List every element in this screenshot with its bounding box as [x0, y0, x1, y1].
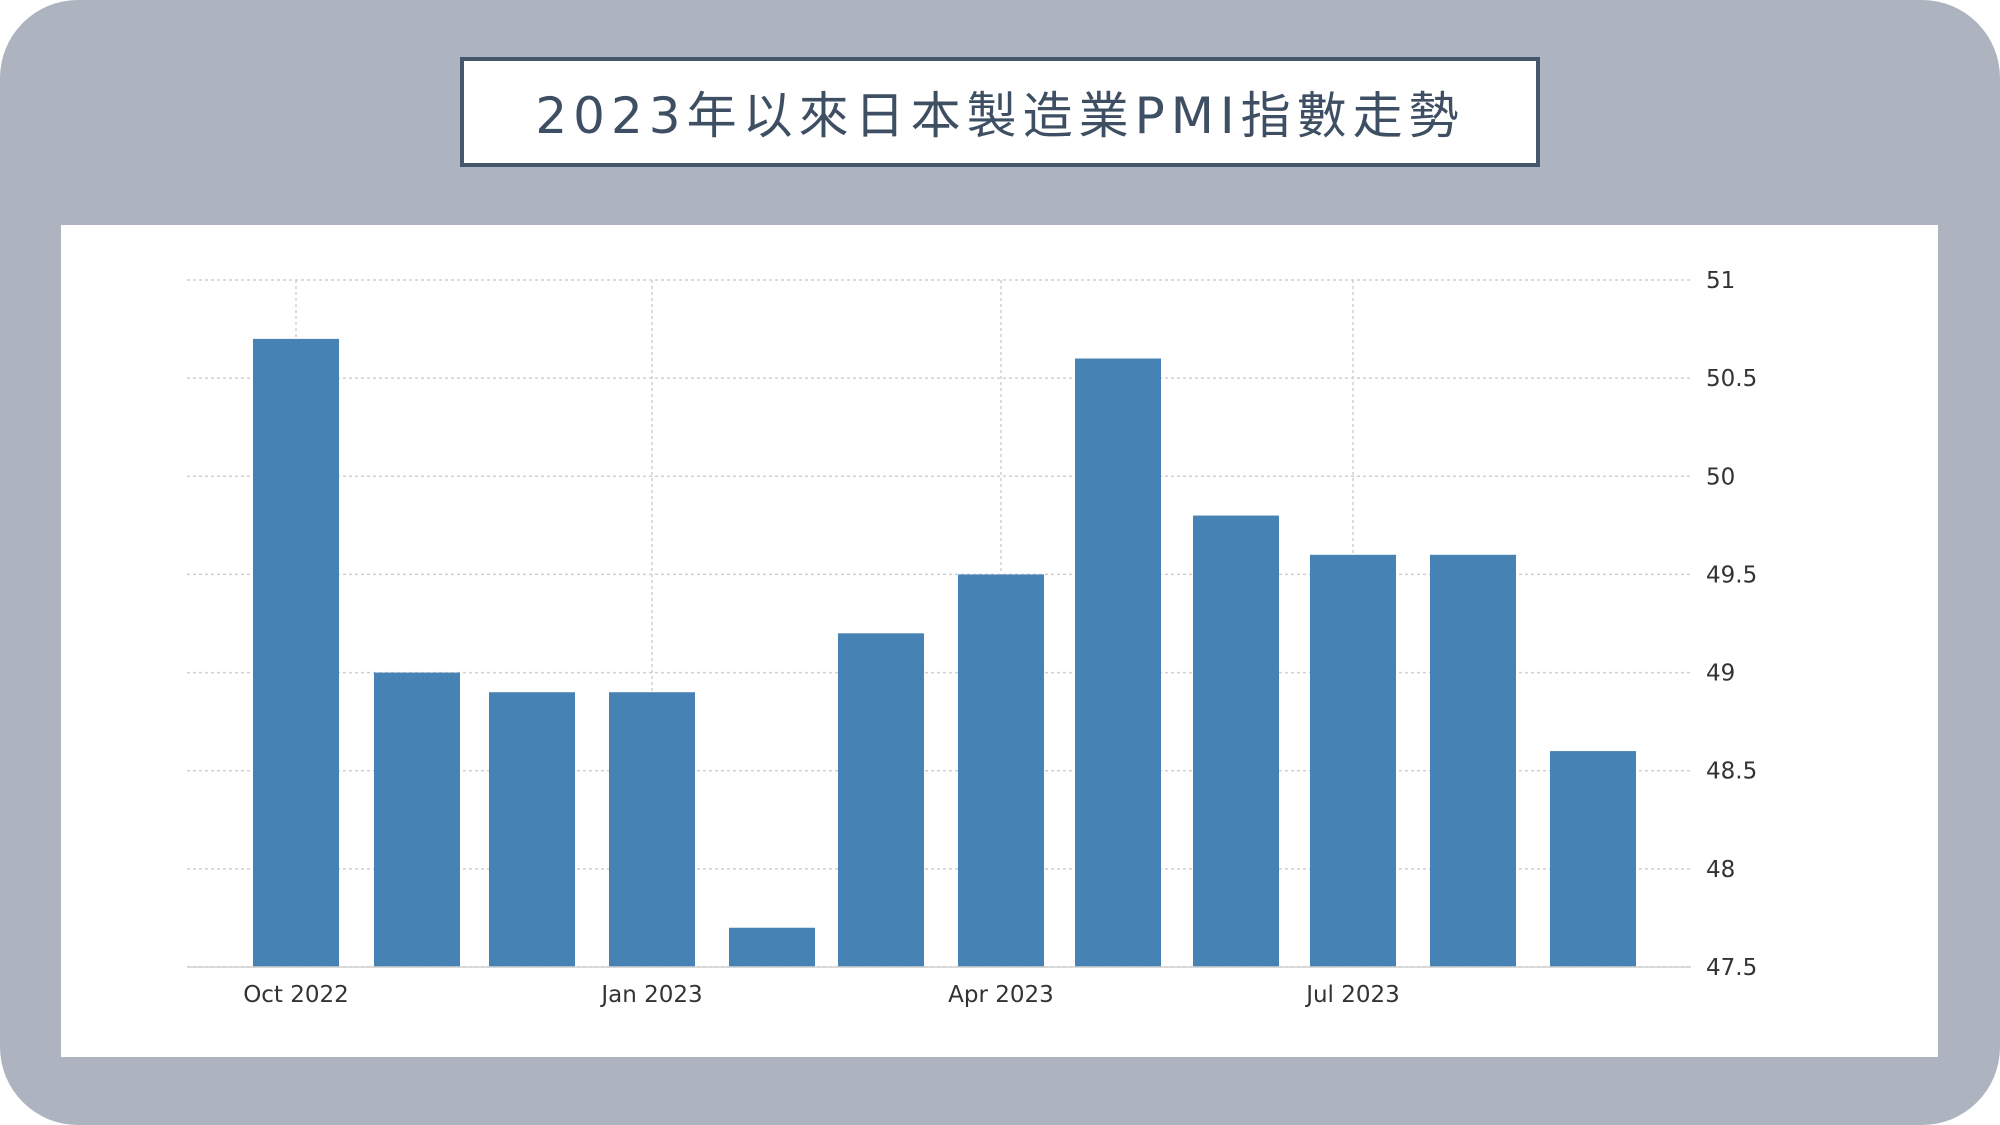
bar [729, 927, 815, 967]
chart-panel: 51 50.5 50 49.5 49 48.5 48 47.5 Oct 2022 Jan 2023… [61, 225, 1938, 1057]
title-box: 2023年以來日本製造業PMI指數走勢 [460, 57, 1540, 167]
y-tick-label: 49.5 [1706, 562, 1757, 588]
bar [253, 338, 339, 967]
x-tick-label: Oct 2022 [243, 982, 349, 1008]
x-tick-label: Jan 2023 [599, 982, 702, 1008]
bar [609, 692, 695, 967]
y-tick-label: 49 [1706, 661, 1735, 687]
bar [1193, 515, 1279, 967]
bar [958, 574, 1044, 967]
bar [1075, 358, 1161, 967]
bar [374, 672, 460, 967]
bar [489, 692, 575, 967]
y-tick-label: 50.5 [1706, 366, 1757, 392]
bar-chart: 51 50.5 50 49.5 49 48.5 48 47.5 Oct 2022 Jan 2023… [187, 268, 1757, 1008]
x-tick-label: Apr 2023 [948, 982, 1054, 1008]
y-tick-label: 48.5 [1706, 759, 1757, 785]
y-tick-label: 47.5 [1706, 955, 1757, 981]
bar [1550, 751, 1636, 967]
bar [1430, 554, 1516, 967]
bar [1310, 554, 1396, 967]
bar [838, 633, 924, 967]
y-tick-label: 48 [1706, 857, 1735, 883]
x-tick-label: Jul 2023 [1304, 982, 1400, 1008]
y-tick-label: 51 [1706, 268, 1735, 294]
chart-title: 2023年以來日本製造業PMI指數走勢 [535, 87, 1465, 145]
y-tick-label: 50 [1706, 464, 1735, 490]
